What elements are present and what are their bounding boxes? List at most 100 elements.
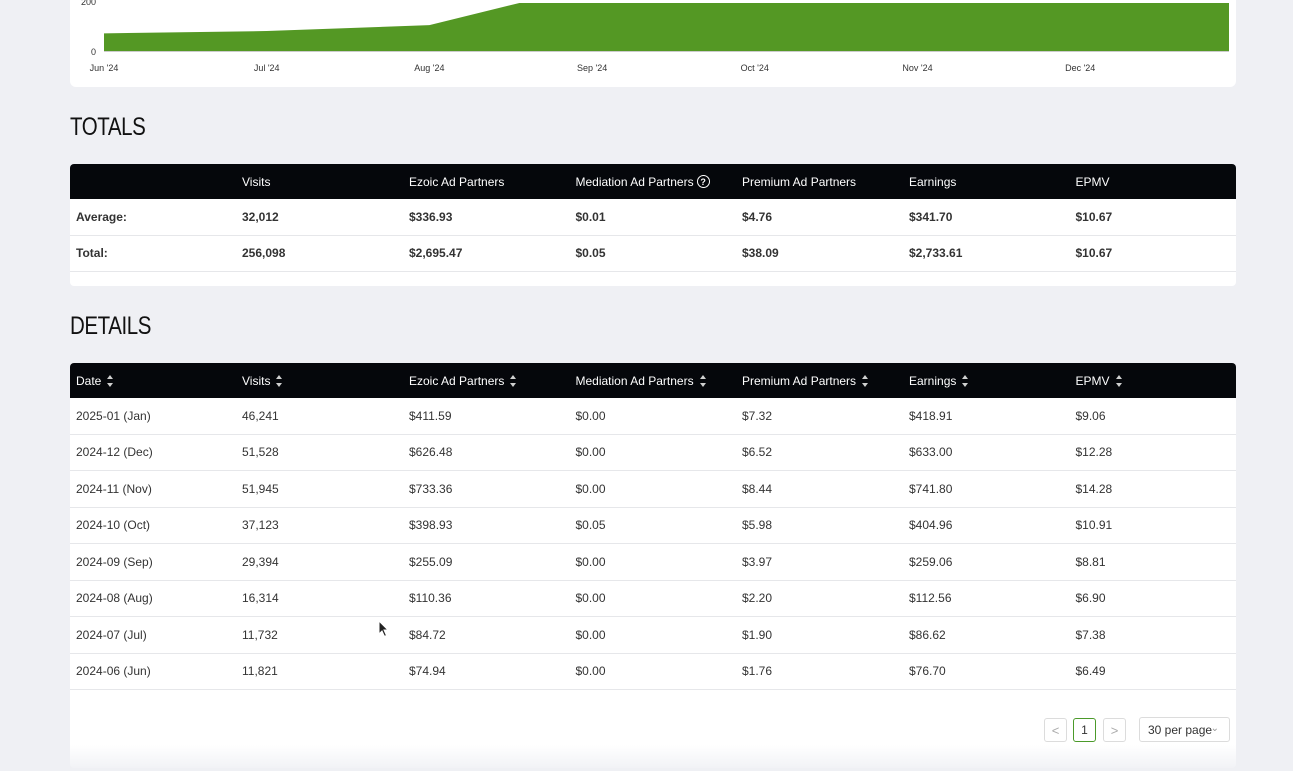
sort-icon[interactable] xyxy=(276,374,283,388)
table-cell: $6.52 xyxy=(742,445,773,460)
totals-header-text: Earnings xyxy=(909,174,957,189)
table-cell: $0.05 xyxy=(575,246,606,261)
chevron-down-icon: ⌄ xyxy=(1210,723,1219,734)
y-tick-label: 200 xyxy=(81,0,96,7)
details-header-premium-ad-partners[interactable]: Premium Ad Partners xyxy=(742,363,909,398)
x-tick-label: Jun '24 xyxy=(90,63,119,73)
totals-header-mediation-ad-partners: Mediation Ad Partners? xyxy=(576,164,743,199)
table-cell: $398.93 xyxy=(409,518,453,533)
table-cell: $741.80 xyxy=(909,481,953,496)
next-page-button[interactable]: > xyxy=(1103,718,1126,742)
table-cell: 11,821 xyxy=(242,664,278,679)
table-row: 2024-06 (Jun) 11,821 $74.94 $0.00 $1.76 $76.7… xyxy=(70,654,1236,690)
x-tick-label: Jul '24 xyxy=(254,63,280,73)
details-header-text: Earnings xyxy=(909,373,957,388)
table-cell: 2024-10 (Oct) xyxy=(76,518,151,533)
table-cell: $404.96 xyxy=(909,518,953,533)
details-header-ezoic-ad-partners[interactable]: Ezoic Ad Partners xyxy=(409,363,576,398)
details-header-text: Mediation Ad Partners xyxy=(575,373,694,388)
details-header-epmv[interactable]: EPMV xyxy=(1076,363,1236,398)
totals-header-visits: Visits xyxy=(242,164,409,199)
table-row: Total: 256,098 $2,695.47 $0.05 $38.09 $2,733.… xyxy=(70,236,1236,272)
table-cell: $10.67 xyxy=(1075,209,1113,224)
totals-header-earnings: Earnings xyxy=(909,164,1076,199)
visits-area-series xyxy=(104,3,1229,51)
sort-icon[interactable] xyxy=(1115,374,1123,388)
details-header-visits[interactable]: Visits xyxy=(242,363,409,398)
table-cell: $2,733.61 xyxy=(909,246,963,261)
table-cell: $5.98 xyxy=(742,518,773,533)
table-cell: 46,241 xyxy=(242,408,279,423)
table-cell: $418.91 xyxy=(909,408,953,423)
sort-icon[interactable] xyxy=(862,374,869,388)
table-cell: 32,012 xyxy=(242,209,279,224)
table-cell: $0.00 xyxy=(575,591,606,606)
table-cell: $633.00 xyxy=(909,445,953,460)
prev-page-button[interactable]: < xyxy=(1044,718,1067,742)
details-header-text: Premium Ad Partners xyxy=(742,373,857,388)
table-cell: $12.28 xyxy=(1075,445,1113,460)
per-page-label: 30 per page xyxy=(1148,722,1213,737)
table-row: 2024-11 (Nov) 51,945 $733.36 $0.00 $8.44 $741… xyxy=(70,471,1236,508)
table-row: 2025-01 (Jan) 46,241 $411.59 $0.00 $7.32 $418… xyxy=(70,398,1236,435)
table-cell: 2024-12 (Dec) xyxy=(76,445,153,460)
table-cell: $0.05 xyxy=(575,518,606,533)
table-cell: $112.56 xyxy=(909,591,952,606)
details-header-text: Date xyxy=(76,373,102,388)
table-cell: $0.00 xyxy=(575,627,606,642)
table-cell: $6.49 xyxy=(1075,664,1106,679)
table-cell: $1.76 xyxy=(742,664,773,679)
table-cell: 11,732 xyxy=(242,627,278,642)
table-cell: $1.90 xyxy=(742,627,773,642)
table-cell: $7.38 xyxy=(1075,627,1106,642)
table-cell: $10.67 xyxy=(1075,246,1113,261)
table-cell: $14.28 xyxy=(1075,481,1113,496)
sort-icon[interactable] xyxy=(699,374,707,388)
table-cell: $0.00 xyxy=(575,408,606,423)
table-cell: $6.90 xyxy=(1075,591,1106,606)
sort-icon[interactable] xyxy=(107,374,114,388)
question-circle-icon[interactable]: ? xyxy=(696,175,710,188)
table-cell: 2025-01 (Jan) xyxy=(76,408,151,423)
table-cell: $4.76 xyxy=(742,209,773,224)
table-cell: $86.62 xyxy=(909,627,946,642)
x-tick-label: Oct '24 xyxy=(741,63,769,73)
table-cell: 2024-08 (Aug) xyxy=(76,591,153,606)
table-row: 2024-10 (Oct) 37,123 $398.93 $0.05 $5.98 $404… xyxy=(70,508,1236,544)
details-header-mediation-ad-partners[interactable]: Mediation Ad Partners xyxy=(576,363,743,398)
table-cell: 29,394 xyxy=(242,554,279,569)
table-cell: $0.00 xyxy=(575,554,606,569)
details-table: Date Visits Ezoic Ad Partners Mediation Ad … xyxy=(70,363,1236,768)
table-cell: $8.44 xyxy=(742,481,773,496)
totals-header-text: Mediation Ad Partners xyxy=(575,174,694,189)
table-cell: $411.59 xyxy=(409,408,452,423)
table-cell: $0.00 xyxy=(575,481,606,496)
totals-header-text: EPMV xyxy=(1075,174,1110,189)
details-header-text: Ezoic Ad Partners xyxy=(409,373,505,388)
sort-icon[interactable] xyxy=(962,374,969,388)
details-header-date[interactable]: Date xyxy=(70,363,242,398)
page-1-button[interactable]: 1 xyxy=(1073,718,1096,742)
table-cell: $0.01 xyxy=(575,209,606,224)
sort-icon[interactable] xyxy=(510,374,517,388)
table-cell: $10.91 xyxy=(1075,518,1113,533)
y-tick-label: 0 xyxy=(91,47,96,57)
details-header-earnings[interactable]: Earnings xyxy=(909,363,1076,398)
table-cell: $74.94 xyxy=(409,664,446,679)
table-cell: 51,945 xyxy=(242,481,279,496)
mouse-cursor-icon xyxy=(378,620,390,638)
per-page-select[interactable]: 30 per page ⌄ xyxy=(1139,717,1230,742)
table-cell: $76.70 xyxy=(909,664,946,679)
visits-chart-card: 200 0 Jun '24 Jul '24 Aug '24 Sep '24 Oct '24 N… xyxy=(70,0,1236,87)
totals-title: TOTALS xyxy=(70,113,146,141)
totals-body: Average: 32,012 $336.93 $0.01 $4.76 $341.70 $1… xyxy=(70,199,1236,272)
x-tick-label: Sep '24 xyxy=(577,63,607,73)
bottom-fade xyxy=(0,745,1293,771)
table-cell: $84.72 xyxy=(409,627,446,642)
table-cell: $7.32 xyxy=(742,408,773,423)
table-row: 2024-12 (Dec) 51,528 $626.48 $0.00 $6.52 $633… xyxy=(70,435,1236,471)
details-header-text: Visits xyxy=(242,373,271,388)
table-cell: $733.36 xyxy=(409,481,453,496)
totals-header-text: Visits xyxy=(242,174,271,189)
table-cell: 2024-07 (Jul) xyxy=(76,627,147,642)
